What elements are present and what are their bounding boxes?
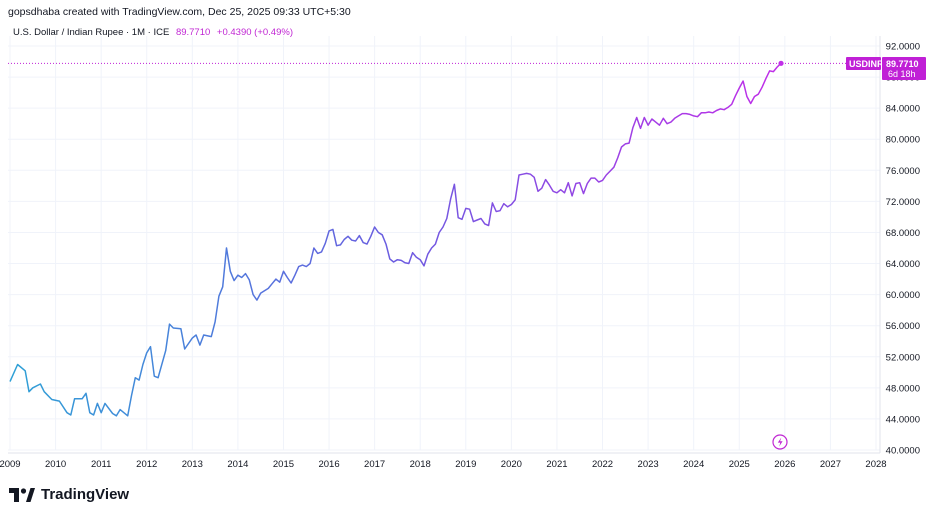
x-tick-label: 2013 (182, 459, 203, 470)
x-tick-label: 2026 (774, 459, 795, 470)
y-tick-label: 52.0000 (886, 352, 920, 363)
price-axis[interactable]: 40.0000 44.0000 48.0000 52.0000 56.0000 60.00… (886, 42, 920, 457)
series-line-usdinr (9, 62, 782, 417)
price-tag: USDINR 89.7710 6d 18h (846, 57, 926, 80)
last-price-marker (778, 60, 784, 66)
time-axis[interactable]: 2009 2010 2011 2012 2013 2014 2015 2016 2017 2018… (0, 459, 887, 470)
x-tick-label: 2027 (820, 459, 841, 470)
grid-lines (8, 36, 881, 454)
y-tick-label: 76.0000 (886, 166, 920, 177)
x-tick-label: 2018 (410, 459, 431, 470)
x-tick-label: 2015 (273, 459, 294, 470)
x-tick-label: 2014 (227, 459, 248, 470)
y-tick-label: 64.0000 (886, 259, 920, 270)
y-tick-label: 84.0000 (886, 104, 920, 115)
lightning-icon[interactable] (772, 434, 788, 450)
y-tick-label: 72.0000 (886, 197, 920, 208)
x-tick-label: 2024 (683, 459, 704, 470)
x-tick-label: 2020 (501, 459, 522, 470)
x-tick-label: 2009 (0, 459, 21, 470)
y-tick-label: 80.0000 (886, 135, 920, 146)
legend-last-price: 89.7710 (175, 27, 211, 38)
y-tick-label: 60.0000 (886, 290, 920, 301)
legend-change: +0.4390 (+0.49%) (216, 27, 293, 38)
x-tick-label: 2028 (865, 459, 886, 470)
tradingview-logo-icon (9, 487, 35, 502)
y-tick-label: 68.0000 (886, 228, 920, 239)
price-tag-value: 89.7710 (886, 59, 919, 69)
x-tick-label: 2016 (318, 459, 339, 470)
y-tick-label: 92.0000 (886, 42, 920, 53)
price-tag-value-box (882, 57, 926, 80)
x-tick-label: 2019 (455, 459, 476, 470)
y-tick-label: 44.0000 (886, 414, 920, 425)
x-tick-label: 2022 (592, 459, 613, 470)
x-tick-label: 2010 (45, 459, 66, 470)
x-tick-label: 2017 (364, 459, 385, 470)
x-tick-label: 2023 (638, 459, 659, 470)
chart-caption: gopsdhaba created with TradingView.com, … (8, 6, 351, 18)
y-tick-label: 48.0000 (886, 383, 920, 394)
price-tag-symbol-box (846, 57, 881, 70)
x-tick-label: 2011 (91, 459, 111, 470)
price-tag-symbol: USDINR (849, 59, 884, 69)
y-tick-label: 56.0000 (886, 321, 920, 332)
x-tick-label: 2012 (136, 459, 157, 470)
brand-name: TradingView (41, 486, 130, 503)
y-tick-label: 40.0000 (886, 446, 920, 457)
brand-logo[interactable]: TradingView (9, 486, 129, 503)
symbol-description: U.S. Dollar / Indian Rupee · 1M · ICE (13, 27, 170, 38)
symbol-legend: U.S. Dollar / Indian Rupee · 1M · ICE 89… (13, 27, 293, 38)
x-tick-label: 2021 (546, 459, 567, 470)
x-tick-label: 2025 (729, 459, 750, 470)
price-tag-countdown: 6d 18h (888, 69, 916, 79)
